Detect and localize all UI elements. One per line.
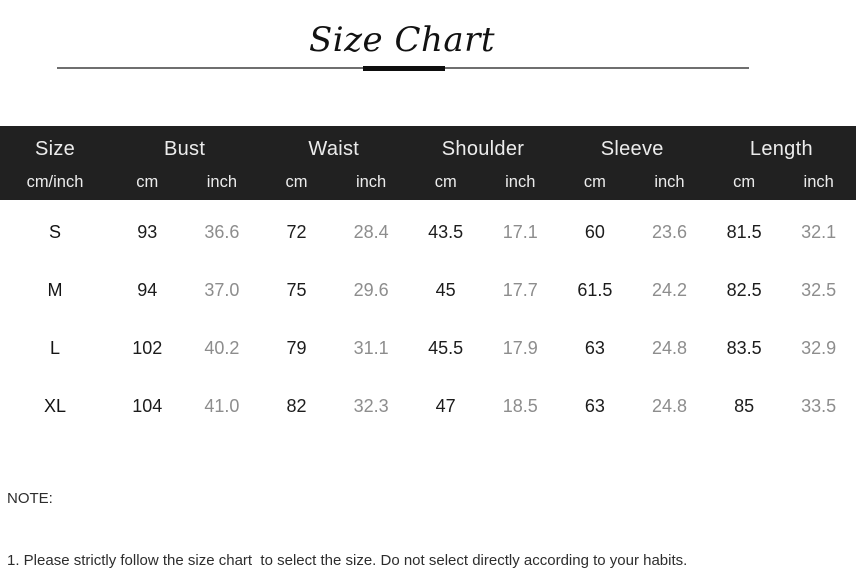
waist-inch-value: 32.3 xyxy=(353,395,389,416)
sleeve-inch-value: 24.8 xyxy=(651,337,688,358)
waist-inch-value: 29.6 xyxy=(353,279,389,300)
notes-section: NOTE: 1. Please strictly follow the size… xyxy=(7,448,853,579)
unit-label-cm: cm xyxy=(285,173,308,191)
table-header-groups: Size Bust Waist Shoulder Sleeve Length xyxy=(0,126,856,173)
sleeve-cm-value: 61.5 xyxy=(577,279,613,300)
length-cm-value: 85 xyxy=(734,395,755,416)
size-label: S xyxy=(48,221,61,242)
length-inch-value: 32.9 xyxy=(801,337,837,358)
table-header: Size Bust Waist Shoulder Sleeve Length c… xyxy=(0,126,856,200)
note-line-1: 1. Please strictly follow the size chart… xyxy=(7,551,688,569)
bust-inch-value: 41.0 xyxy=(204,395,240,416)
bust-cm-value: 102 xyxy=(132,337,163,358)
column-header-sleeve: Sleeve xyxy=(600,138,664,160)
length-inch-value: 33.5 xyxy=(801,395,837,416)
unit-label-cm: cm xyxy=(583,173,606,191)
table-row-xl: XL 104 41.0 82 32.3 47 18.5 63 24.8 85 3… xyxy=(0,377,856,435)
sleeve-cm-value: 63 xyxy=(584,395,605,416)
shoulder-cm-value: 43.5 xyxy=(428,221,464,242)
sleeve-inch-value: 24.8 xyxy=(651,395,688,416)
unit-label-inch: inch xyxy=(206,173,238,191)
bust-inch-value: 36.6 xyxy=(204,221,240,242)
table-row-m: M 94 37.0 75 29.6 45 17.7 61.5 24.2 82.5… xyxy=(0,261,856,319)
page-title: Size Chart xyxy=(308,20,496,60)
table-row-l: L 102 40.2 79 31.1 45.5 17.9 63 24.8 83.… xyxy=(0,319,856,377)
sleeve-cm-value: 63 xyxy=(584,337,605,358)
table-body: S 93 36.6 72 28.4 43.5 17.1 60 23.6 81.5… xyxy=(0,203,856,435)
title-underline-bar xyxy=(363,66,445,71)
column-header-size: Size xyxy=(34,138,76,160)
bust-cm-value: 104 xyxy=(132,395,163,416)
shoulder-cm-value: 45 xyxy=(435,279,456,300)
length-inch-value: 32.5 xyxy=(801,279,837,300)
bust-cm-value: 94 xyxy=(137,279,158,300)
bust-inch-value: 37.0 xyxy=(204,279,240,300)
unit-label-cm-inch: cm/inch xyxy=(26,173,84,191)
unit-label-inch: inch xyxy=(654,173,685,191)
unit-label-inch: inch xyxy=(355,173,387,191)
bust-inch-value: 40.2 xyxy=(204,337,240,358)
bust-cm-value: 93 xyxy=(137,221,158,242)
sleeve-inch-value: 24.2 xyxy=(651,279,688,300)
sleeve-inch-value: 23.6 xyxy=(651,221,688,242)
unit-label-inch: inch xyxy=(803,173,834,191)
shoulder-cm-value: 47 xyxy=(435,395,456,416)
shoulder-inch-value: 18.5 xyxy=(502,395,538,416)
waist-cm-value: 72 xyxy=(286,221,307,242)
size-label: XL xyxy=(43,395,67,416)
table-header-units: cm/inch cm inch cm inch cm inch cm inch … xyxy=(0,173,856,200)
waist-inch-value: 31.1 xyxy=(353,337,389,358)
shoulder-inch-value: 17.7 xyxy=(502,279,538,300)
unit-label-inch: inch xyxy=(505,173,536,191)
size-label: M xyxy=(47,279,63,300)
shoulder-inch-value: 17.9 xyxy=(502,337,538,358)
length-cm-value: 81.5 xyxy=(726,221,762,242)
notes-heading: NOTE: xyxy=(7,490,53,507)
column-header-length: Length xyxy=(749,138,813,160)
length-cm-value: 83.5 xyxy=(726,337,762,358)
table-row-s: S 93 36.6 72 28.4 43.5 17.1 60 23.6 81.5… xyxy=(0,203,856,261)
unit-label-cm: cm xyxy=(434,173,457,191)
shoulder-inch-value: 17.1 xyxy=(502,221,538,242)
waist-cm-value: 82 xyxy=(286,395,307,416)
unit-label-cm: cm xyxy=(733,173,756,191)
size-label: L xyxy=(49,337,60,358)
waist-inch-value: 28.4 xyxy=(353,221,389,242)
waist-cm-value: 75 xyxy=(286,279,307,300)
column-header-bust: Bust xyxy=(163,138,206,160)
length-inch-value: 32.1 xyxy=(801,221,837,242)
length-cm-value: 82.5 xyxy=(726,279,762,300)
title-wrap: Size Chart xyxy=(0,20,856,60)
column-header-shoulder: Shoulder xyxy=(441,138,525,160)
column-header-waist: Waist xyxy=(308,138,360,160)
unit-label-cm: cm xyxy=(136,173,159,191)
waist-cm-value: 79 xyxy=(286,337,307,358)
sleeve-cm-value: 60 xyxy=(584,221,605,242)
shoulder-cm-value: 45.5 xyxy=(428,337,464,358)
